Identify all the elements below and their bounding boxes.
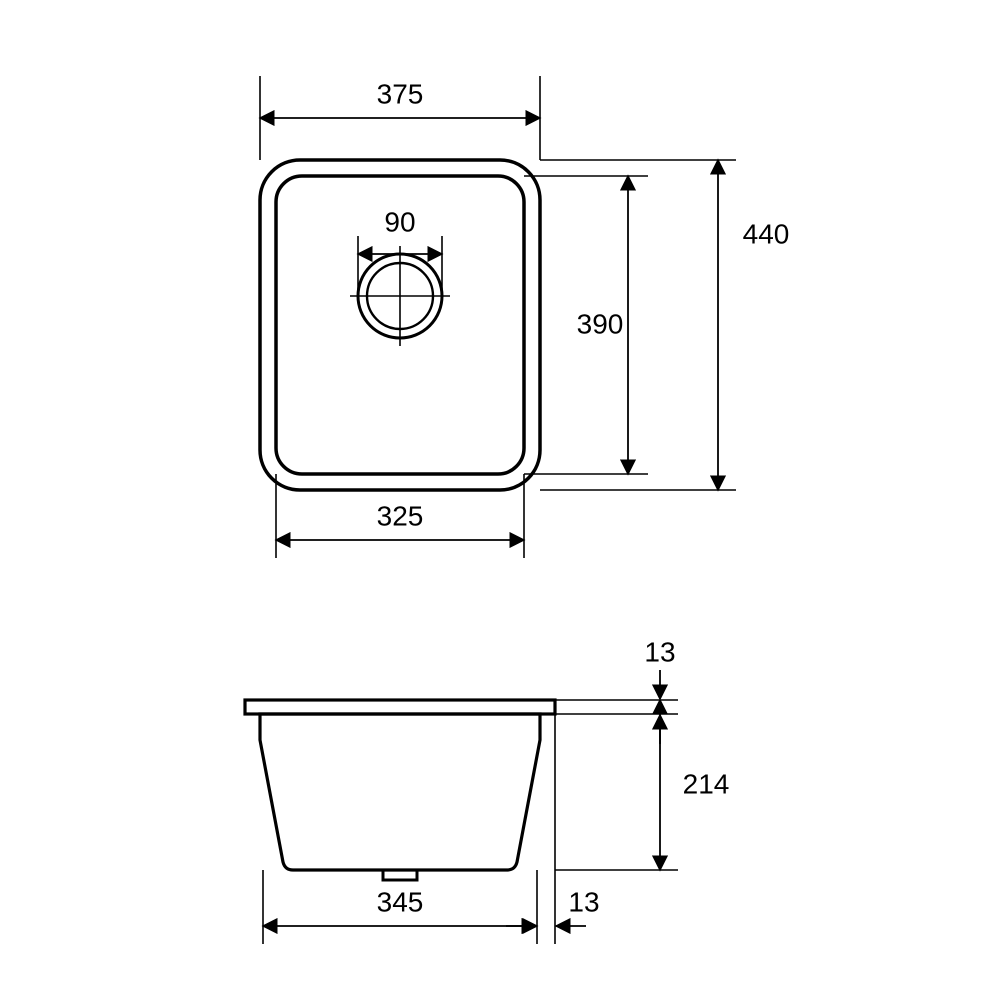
dim-label-drain: 90 xyxy=(384,206,415,237)
dim-height-390: 390 xyxy=(524,176,648,474)
dim-label-gap13: 13 xyxy=(568,886,599,917)
dim-label-440: 440 xyxy=(743,218,790,249)
top-view: 90 375 325 390 440 xyxy=(260,76,789,558)
technical-drawing: 90 375 325 390 440 xyxy=(0,0,1000,1000)
drain-stub xyxy=(383,870,417,880)
side-view: 345 13 13 214 xyxy=(245,636,729,944)
dim-label-rim13: 13 xyxy=(644,636,675,667)
dim-width-325: 325 xyxy=(276,474,524,558)
sink-bowl-side xyxy=(260,714,540,870)
sink-rim-side xyxy=(245,700,555,714)
dim-label-345: 345 xyxy=(377,886,424,917)
dim-label-375: 375 xyxy=(377,78,424,109)
dim-label-325: 325 xyxy=(377,500,424,531)
dim-label-390: 390 xyxy=(577,308,624,339)
dim-label-214: 214 xyxy=(683,768,730,799)
dim-height-214: 214 xyxy=(555,700,729,870)
dim-width-375: 375 xyxy=(260,76,540,160)
dim-gap-13: 13 xyxy=(506,714,600,944)
